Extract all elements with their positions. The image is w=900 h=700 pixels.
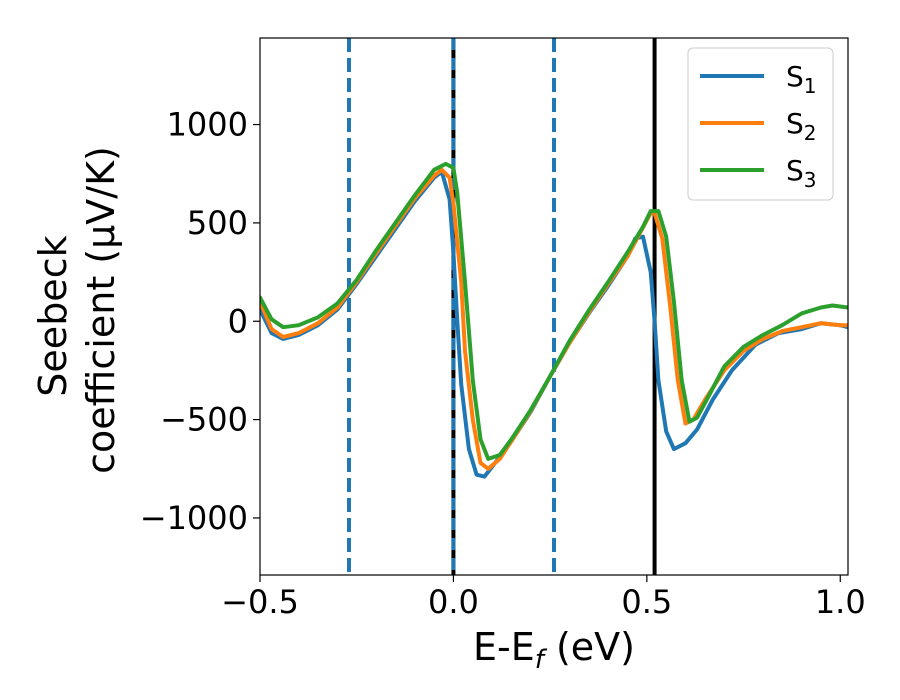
y-tick-label: 1000: [167, 106, 248, 144]
y-axis-ticks: −1000 −500 0 500 1000: [140, 106, 260, 537]
y-tick-label: −500: [160, 401, 248, 439]
legend-label-s1: S1: [786, 60, 817, 98]
x-axis-ticks: −0.5 0.0 0.5 1.0: [221, 575, 866, 621]
plot-area-frame: [259, 37, 849, 576]
legend-label-s3: S3: [786, 154, 817, 192]
x-axis-label: E-Ef (eV): [473, 625, 635, 675]
legend: S1 S2 S3: [687, 47, 834, 201]
x-tick-label: 0.5: [621, 583, 672, 621]
y-axis-label-line-2: coefficient (μV/K): [79, 146, 123, 474]
series-line-s3: [260, 161, 848, 461]
legend-label-s2: S2: [786, 107, 817, 145]
vertical-reference-lines: [346, 38, 657, 575]
x-tick-label: 0.0: [428, 583, 479, 621]
x-tick-label: 1.0: [815, 583, 866, 621]
y-tick-label: 0: [228, 302, 248, 340]
y-axis-label-line-1: Seebeck: [31, 235, 75, 396]
series-layer: [260, 161, 848, 479]
x-tick-label: −0.5: [221, 583, 299, 621]
y-axis-label: Seebeck coefficient (μV/K): [31, 146, 123, 474]
y-tick-label: −1000: [140, 499, 248, 537]
y-tick-label: 500: [187, 204, 248, 242]
